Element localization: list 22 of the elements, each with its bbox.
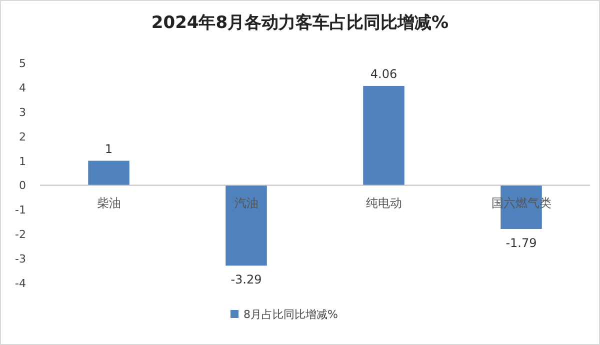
data-label: 4.06 [370,66,398,81]
y-tick-label: -4 [15,277,26,290]
y-tick-label: 5 [19,57,26,70]
x-tick-label: 纯电动 [366,196,402,210]
data-label: -3.29 [230,272,262,287]
y-tick-label: -2 [15,228,26,242]
y-tick-label: -3 [15,252,26,266]
y-tick-label: 4 [19,81,26,94]
chart-title: 2024年8月各动力客车占比同比增减% [151,13,449,33]
bar [363,86,404,186]
x-tick-label: 柴油 [96,196,121,210]
legend-label: 8月占比同比增减% [244,308,338,321]
y-tick-label: 2 [19,130,26,144]
y-tick-label: -1 [15,204,26,217]
data-label: 1 [104,142,113,156]
y-tick-label: 0 [19,179,26,192]
bar [226,185,267,266]
y-tick-label: 3 [19,106,26,119]
bar [88,160,130,186]
data-label: -1.79 [506,236,537,250]
y-tick-label: 1 [19,154,26,168]
x-tick-label: 汽油 [234,196,258,210]
